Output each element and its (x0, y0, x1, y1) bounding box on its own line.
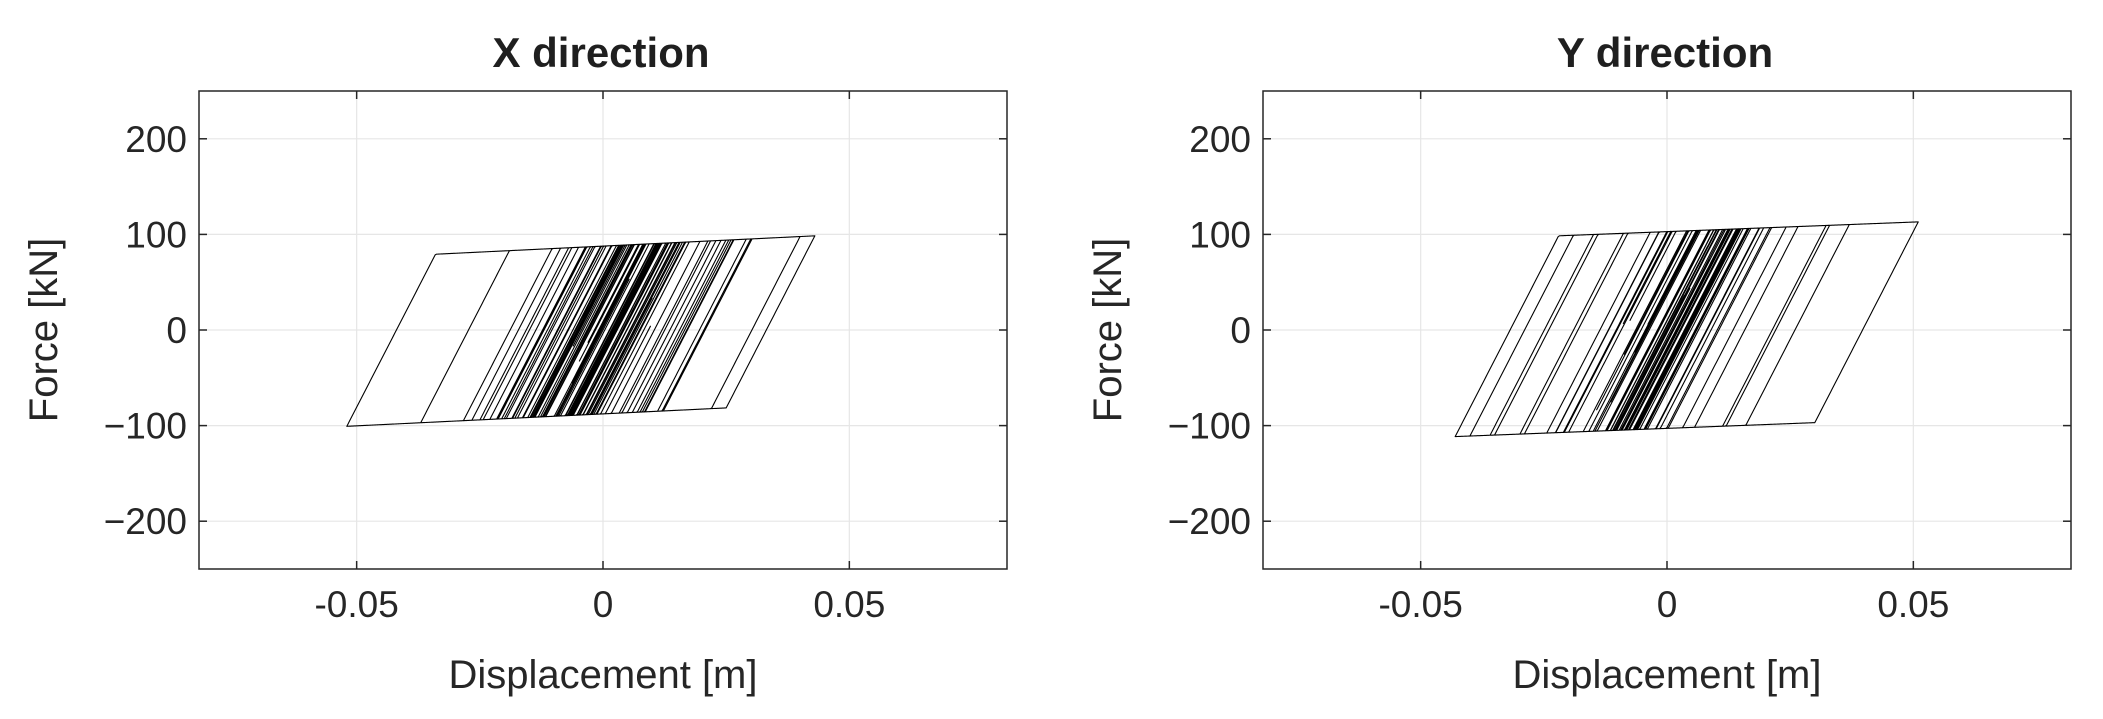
x-tick-label: -0.05 (314, 584, 398, 625)
y-tick-label: −200 (104, 501, 187, 542)
y-tick-label: −200 (1168, 501, 1251, 542)
x-axis-label: Displacement [m] (1513, 653, 1822, 697)
y-tick-label: 200 (125, 119, 187, 160)
axis-ticks: -0.05 0 0.05 −200 −100 0 100 200 (104, 91, 1007, 625)
x-tick-label: 0 (593, 584, 614, 625)
y-axis-label: Force [kN] (22, 238, 66, 422)
x-axis-label: Displacement [m] (449, 653, 758, 697)
axis-ticks: -0.05 0 0.05 −200 −100 0 100 200 (1168, 91, 2071, 625)
y-tick-label: 200 (1189, 119, 1251, 160)
x-tick-label: 0.05 (813, 584, 885, 625)
hysteresis-curve-layer (346, 235, 816, 427)
x-tick-label: -0.05 (1378, 584, 1462, 625)
hysteresis-curve-layer (1454, 221, 1919, 438)
y-axis-label: Force [kN] (1086, 238, 1130, 422)
y-tick-label: 100 (125, 214, 187, 255)
y-tick-label: −100 (104, 406, 187, 447)
chart-title: X direction (492, 29, 709, 76)
y-tick-label: 100 (1189, 214, 1251, 255)
y-tick-label: 0 (166, 310, 187, 351)
y-tick-label: 0 (1230, 310, 1251, 351)
grid (1263, 91, 2071, 569)
x-direction-chart: X direction -0.05 0 0.05 −200 −100 0 100 200 Di… (22, 29, 1008, 697)
chart-title: Y direction (1557, 29, 1773, 76)
x-tick-label: 0 (1657, 584, 1678, 625)
hysteresis-curve (346, 235, 816, 427)
y-direction-chart: Y direction -0.05 0 0.05 −200 −100 0 100 200 Di… (1086, 29, 2072, 697)
hysteresis-curve (1454, 221, 1919, 438)
x-tick-label: 0.05 (1877, 584, 1949, 625)
y-tick-label: −100 (1168, 406, 1251, 447)
